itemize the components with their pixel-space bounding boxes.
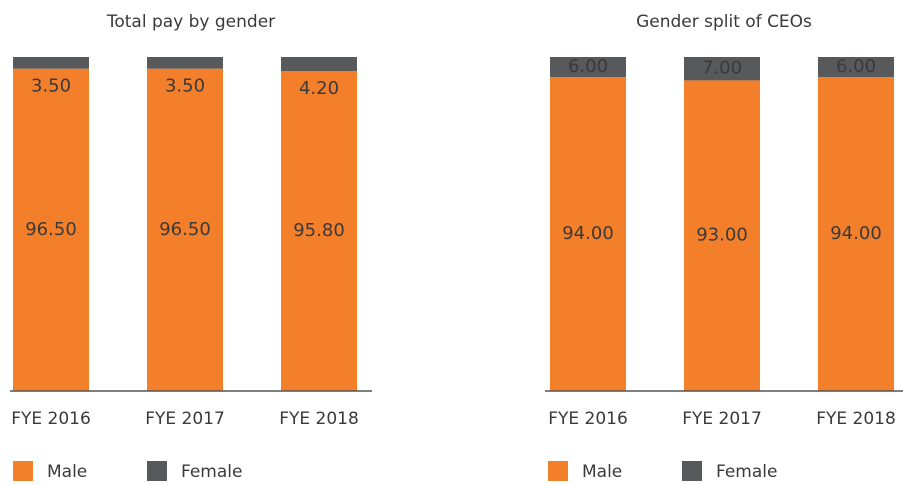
legend-label: Male bbox=[47, 462, 87, 482]
data-label: 94.00 bbox=[562, 223, 614, 244]
bar-segment bbox=[281, 57, 357, 72]
legend-label: Female bbox=[181, 462, 242, 482]
bar-segment bbox=[684, 80, 760, 391]
bar-segment bbox=[281, 71, 357, 391]
legend-swatch bbox=[548, 461, 568, 481]
data-label: 93.00 bbox=[696, 225, 748, 246]
bar-segment bbox=[818, 77, 894, 391]
legend-label: Female bbox=[716, 462, 777, 482]
legend-swatch bbox=[682, 461, 702, 481]
data-label: 7.00 bbox=[702, 58, 742, 79]
bar-segment bbox=[147, 57, 223, 69]
chart-title: Total pay by gender bbox=[106, 12, 275, 32]
bar-segment bbox=[818, 57, 894, 78]
data-label: 94.00 bbox=[830, 223, 882, 244]
bar-segment bbox=[550, 77, 626, 391]
bar-segment bbox=[147, 68, 223, 391]
x-tick-label: FYE 2016 bbox=[548, 409, 628, 429]
chart-title: Gender split of CEOs bbox=[636, 12, 812, 32]
bar-segment bbox=[684, 57, 760, 81]
data-label: 6.00 bbox=[568, 56, 608, 77]
data-label: 3.50 bbox=[31, 76, 71, 97]
x-tick-label: FYE 2018 bbox=[279, 409, 359, 429]
bar-segment bbox=[550, 57, 626, 78]
bar-segment bbox=[13, 68, 89, 391]
data-label: 3.50 bbox=[165, 76, 205, 97]
bar-segment bbox=[13, 57, 89, 69]
x-tick-label: FYE 2017 bbox=[145, 409, 225, 429]
x-tick-label: FYE 2018 bbox=[816, 409, 896, 429]
x-tick-label: FYE 2017 bbox=[682, 409, 762, 429]
data-label: 95.80 bbox=[293, 220, 345, 241]
legend-swatch bbox=[13, 461, 33, 481]
data-label: 96.50 bbox=[25, 219, 77, 240]
data-label: 4.20 bbox=[299, 78, 339, 99]
data-label: 96.50 bbox=[159, 219, 211, 240]
legend-label: Male bbox=[582, 462, 622, 482]
data-label: 6.00 bbox=[836, 56, 876, 77]
x-tick-label: FYE 2016 bbox=[11, 409, 91, 429]
legend-swatch bbox=[147, 461, 167, 481]
